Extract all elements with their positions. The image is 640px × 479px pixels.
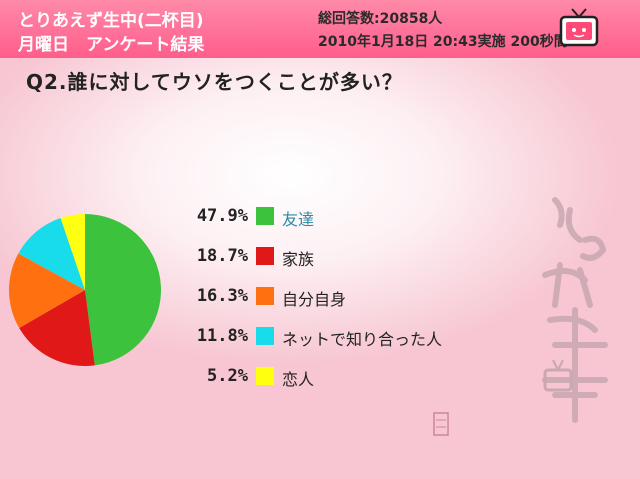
- legend-swatch: [256, 367, 274, 385]
- legend-label: 家族: [282, 250, 315, 269]
- legend-percent: 47.9%: [196, 206, 248, 226]
- pie-slice-1: [19, 290, 95, 366]
- legend-label: 自分自身: [282, 290, 347, 309]
- legend-swatch: [256, 207, 274, 225]
- legend-percent: 11.8%: [196, 326, 248, 346]
- seal-stamp-icon: [433, 412, 449, 436]
- survey-date: 2010年1月18日 20:43実施 200秒間: [318, 34, 568, 50]
- question-heading: Q2.誰に対してウソをつくことが多い？: [26, 70, 403, 94]
- header-bar: とりあえず生中(二杯目) 月曜日 アンケート結果 総回答数:20858人 201…: [0, 0, 640, 58]
- legend-percent: 16.3%: [196, 286, 248, 306]
- legend-swatch: [256, 247, 274, 265]
- tv-mascot-icon: [559, 8, 599, 47]
- legend-label: 友達: [282, 210, 315, 229]
- survey-subtitle: 月曜日 アンケート結果: [18, 35, 205, 55]
- pie-slice-0: [85, 214, 161, 366]
- legend-percent: 18.7%: [196, 246, 248, 266]
- legend-swatch: [256, 287, 274, 305]
- response-count: 総回答数:20858人: [318, 11, 443, 27]
- pie-slice-4: [60, 214, 85, 290]
- legend-label: 恋人: [282, 370, 315, 389]
- pie-slice-2: [9, 253, 85, 328]
- legend-label: ネットで知り合った人: [282, 330, 443, 349]
- pie-slice-3: [18, 218, 85, 290]
- legend-percent: 5.2%: [207, 366, 248, 386]
- show-title: とりあえず生中(二杯目): [18, 11, 204, 31]
- tori-aezu-namachu-logo: [542, 197, 608, 423]
- legend-swatch: [256, 327, 274, 345]
- pie-chart: [9, 214, 161, 366]
